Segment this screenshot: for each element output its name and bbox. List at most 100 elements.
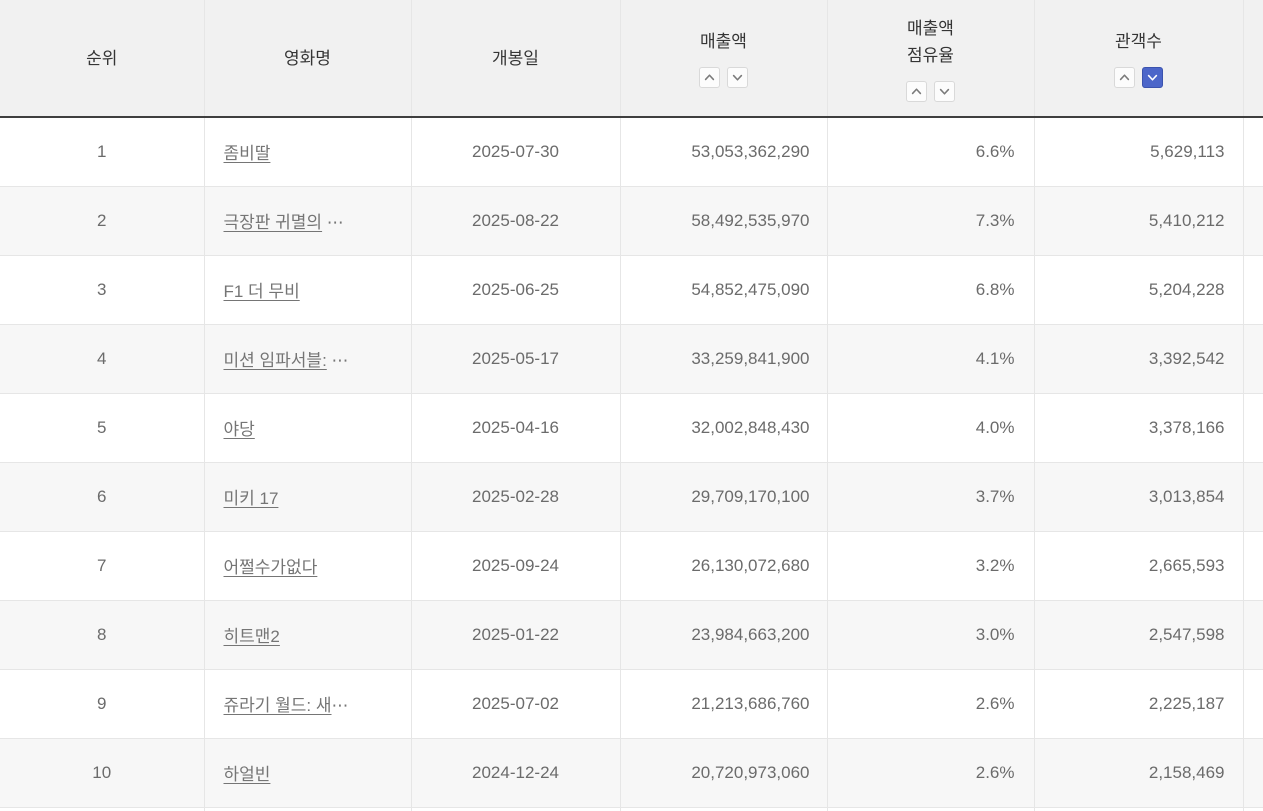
- table-row: 10 하얼빈 2024-12-24 20,720,973,060 2.6% 2,…: [0, 738, 1263, 808]
- sales-share-sort-desc-button[interactable]: [934, 80, 955, 102]
- chevron-down-icon: [732, 74, 743, 81]
- chevron-down-icon: [1147, 74, 1158, 81]
- sales-cell: 54,852,475,090: [619, 255, 827, 325]
- rank-cell: 7: [0, 531, 204, 601]
- sales-share-cell: 3.7%: [826, 462, 1034, 532]
- rank-cell: 1: [0, 117, 204, 187]
- rank-cell: 5: [0, 393, 204, 463]
- movie-title-cell: 미키 17: [203, 462, 411, 532]
- rank-cell: 10: [0, 738, 204, 808]
- audience-cell: 3,392,542: [1033, 324, 1243, 394]
- table-row-partial: [0, 807, 1263, 811]
- chevron-up-icon: [911, 87, 922, 94]
- movie-title-cell: F1 더 무비: [203, 255, 411, 325]
- movie-title-link[interactable]: 히트맨2: [223, 627, 280, 646]
- sales-cell: [619, 807, 827, 811]
- audience-cell: 2,158,469: [1033, 738, 1243, 808]
- release-date-cell: 2025-06-25: [410, 255, 620, 325]
- rank-cell: 2: [0, 186, 204, 256]
- movie-title-link[interactable]: 극장판 귀멸의: [223, 213, 323, 232]
- column-header-sales-share: 매출액 점유율: [826, 0, 1034, 118]
- audience-sort-asc-button[interactable]: [1114, 67, 1135, 88]
- audience-cell: 2,225,187: [1033, 669, 1243, 739]
- sales-share-sort-controls: [906, 80, 955, 102]
- column-header-sales: 매출액: [619, 0, 827, 118]
- audience-cell: 3,013,854: [1033, 462, 1243, 532]
- movie-title-link[interactable]: 미키 17: [223, 489, 279, 508]
- movie-title-cell: 어쩔수가없다: [203, 531, 411, 601]
- cutoff-cell: [1242, 600, 1263, 670]
- table-row: 4 미션 임파서블: ⋯ 2025-05-17 33,259,841,900 4…: [0, 324, 1263, 394]
- movie-title-cell: 극장판 귀멸의 ⋯: [203, 186, 411, 256]
- sales-cell: 21,213,686,760: [619, 669, 827, 739]
- sales-sort-asc-button[interactable]: [699, 67, 720, 88]
- column-header-release-date: 개봉일: [410, 0, 620, 118]
- rank-cell: 6: [0, 462, 204, 532]
- release-date-cell: 2025-04-16: [410, 393, 620, 463]
- sales-share-cell: 4.1%: [826, 324, 1034, 394]
- rank-cell: 9: [0, 669, 204, 739]
- movie-title-link[interactable]: 하얼빈: [223, 765, 271, 784]
- chevron-down-icon: [939, 88, 950, 95]
- sales-share-sort-asc-button[interactable]: [906, 80, 927, 102]
- rank-cell: 8: [0, 600, 204, 670]
- audience-sort-desc-button[interactable]: [1142, 67, 1163, 88]
- release-date-cell: 2025-07-30: [410, 117, 620, 187]
- movie-title-link[interactable]: 좀비딸: [223, 144, 271, 164]
- cutoff-cell: [1242, 669, 1263, 739]
- movie-title-link[interactable]: 어쩔수가없다: [223, 558, 318, 577]
- release-date-cell: 2025-07-02: [410, 669, 620, 739]
- sales-cell: 26,130,072,680: [619, 531, 827, 601]
- table-row: 9 쥬라기 월드: 새⋯ 2025-07-02 21,213,686,760 2…: [0, 669, 1263, 739]
- release-date-cell: 2025-08-22: [410, 186, 620, 256]
- movie-title-cell: [203, 807, 411, 811]
- rank-cell: 3: [0, 255, 204, 325]
- audience-cell: 5,204,228: [1033, 255, 1243, 325]
- audience-cell: 2,665,593: [1033, 531, 1243, 601]
- sales-share-cell: 6.8%: [826, 255, 1034, 325]
- truncation-ellipsis: ⋯: [322, 213, 344, 232]
- column-header-cutoff: [1242, 0, 1263, 118]
- release-date-cell: 2024-12-24: [410, 738, 620, 808]
- table-row: 3 F1 더 무비 2025-06-25 54,852,475,090 6.8%…: [0, 255, 1263, 325]
- rank-cell: 4: [0, 324, 204, 394]
- table-row: 8 히트맨2 2025-01-22 23,984,663,200 3.0% 2,…: [0, 600, 1263, 670]
- table-body: 1 좀비딸 2025-07-30 53,053,362,290 6.6% 5,6…: [0, 117, 1263, 811]
- audience-cell: 5,410,212: [1033, 186, 1243, 256]
- movie-title-cell: 히트맨2: [203, 600, 411, 670]
- table-row: 2 극장판 귀멸의 ⋯ 2025-08-22 58,492,535,970 7.…: [0, 186, 1263, 256]
- sales-share-cell: 2.6%: [826, 738, 1034, 808]
- truncation-ellipsis: ⋯: [326, 351, 349, 370]
- audience-sort-controls: [1114, 67, 1163, 88]
- column-header-rank: 순위: [0, 0, 204, 118]
- movie-title-column-label: 영화명: [284, 48, 331, 68]
- table-header: 순위 영화명 개봉일 매출액: [0, 0, 1263, 118]
- movie-title-link[interactable]: 미션 임파서블:: [223, 351, 327, 370]
- movie-title-cell: 야당: [203, 393, 411, 463]
- sales-sort-controls: [699, 67, 748, 88]
- sales-sort-desc-button[interactable]: [727, 67, 748, 88]
- audience-cell: 3,378,166: [1033, 393, 1243, 463]
- movie-title-link[interactable]: 쥬라기 월드: 새: [223, 696, 332, 715]
- release-date-cell: 2025-09-24: [410, 531, 620, 601]
- column-header-movie-title: 영화명: [203, 0, 411, 118]
- chevron-up-icon: [1119, 74, 1130, 81]
- cutoff-cell: [1242, 807, 1263, 811]
- release-date-cell: [410, 807, 620, 811]
- audience-cell: 2,547,598: [1033, 600, 1243, 670]
- sales-share-label-line1: 매출액: [907, 18, 954, 38]
- movie-title-link[interactable]: 야당: [223, 420, 255, 439]
- sales-cell: 53,053,362,290: [619, 117, 827, 187]
- sales-cell: 20,720,973,060: [619, 738, 827, 808]
- sales-share-label-line2: 점유율: [907, 45, 954, 65]
- sales-cell: 32,002,848,430: [619, 393, 827, 463]
- cutoff-cell: [1242, 255, 1263, 325]
- truncation-ellipsis: ⋯: [331, 696, 349, 715]
- movie-title-link[interactable]: F1 더 무비: [223, 282, 300, 301]
- cutoff-cell: [1242, 462, 1263, 532]
- table-row: 6 미키 17 2025-02-28 29,709,170,100 3.7% 3…: [0, 462, 1263, 532]
- cutoff-cell: [1242, 186, 1263, 256]
- sales-share-cell: 6.6%: [826, 117, 1034, 187]
- audience-cell: [1033, 807, 1243, 811]
